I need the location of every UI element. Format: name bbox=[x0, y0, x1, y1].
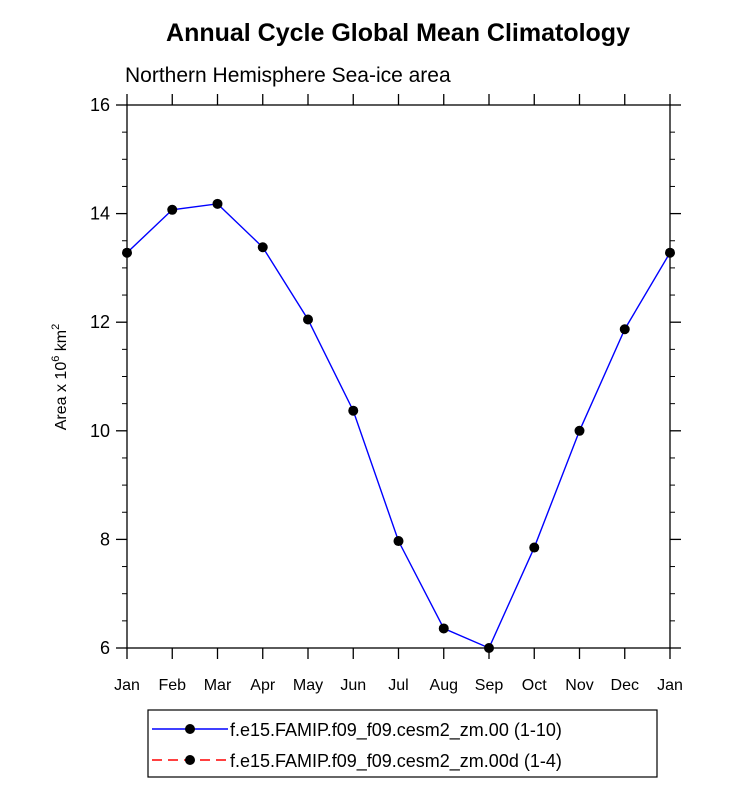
data-point bbox=[348, 405, 359, 416]
axes: 6 8 10 12 14 16 Jan Feb Mar Apr May Jun Jul Aug Sep Oct… bbox=[90, 94, 683, 694]
x-tick-label: Apr bbox=[250, 677, 276, 694]
legend: f.e15.FAMIP.f09_f09.cesm2_zm.00 (1-10) f.… bbox=[147, 709, 658, 778]
chart-title: Annual Cycle Global Mean Climatology bbox=[166, 19, 630, 47]
x-tick-label: Nov bbox=[565, 677, 593, 694]
series-line-0 bbox=[126, 203, 671, 649]
data-point bbox=[438, 623, 449, 634]
legend-entry-label: f.e15.FAMIP.f09_f09.cesm2_zm.00 (1-10) bbox=[230, 720, 562, 741]
x-tick-label: Jun bbox=[340, 677, 366, 694]
y-axis-label-exp2: 2 bbox=[50, 324, 62, 330]
data-point bbox=[257, 242, 268, 253]
y-tick-label: 12 bbox=[90, 312, 110, 332]
data-point bbox=[484, 643, 494, 653]
legend-box bbox=[147, 709, 658, 778]
y-axis-label-unit: km bbox=[53, 330, 70, 356]
y-tick-label: 14 bbox=[90, 204, 110, 224]
x-tick-label: Dec bbox=[611, 677, 639, 694]
legend-swatch-marker bbox=[185, 724, 195, 734]
series-layer bbox=[122, 198, 675, 653]
x-tick-label: Aug bbox=[430, 677, 458, 694]
y-tick-label: 6 bbox=[100, 638, 110, 658]
data-point bbox=[393, 536, 404, 547]
x-tick-label: Sep bbox=[475, 677, 504, 694]
x-tick-label: Jan bbox=[657, 677, 683, 694]
data-point bbox=[122, 247, 132, 258]
x-tick-label: Jan bbox=[114, 677, 140, 694]
y-axis-label-prefix: Area x 10 bbox=[53, 362, 70, 431]
svg-text:Area x 106 km2: Area x 106 km2 bbox=[50, 324, 70, 431]
y-tick-label: 8 bbox=[100, 529, 110, 549]
x-tick-label: Mar bbox=[204, 677, 232, 694]
legend-swatch-marker bbox=[185, 755, 195, 765]
y-axis-label-exp1: 6 bbox=[50, 356, 62, 362]
y-tick-label: 16 bbox=[90, 95, 110, 115]
data-point bbox=[619, 324, 630, 335]
data-point bbox=[303, 314, 313, 325]
data-point bbox=[529, 542, 540, 553]
data-point bbox=[665, 247, 675, 258]
x-tick-label: May bbox=[293, 677, 323, 694]
x-tick-label: Oct bbox=[522, 677, 547, 694]
data-point bbox=[167, 204, 178, 215]
legend-entry-label: f.e15.FAMIP.f09_f09.cesm2_zm.00d (1-4) bbox=[230, 751, 562, 772]
y-axis-label: Area x 106 km2 bbox=[50, 324, 70, 431]
plot-frame bbox=[126, 104, 671, 649]
chart-subtitle: Northern Hemisphere Sea-ice area bbox=[125, 64, 451, 87]
x-tick-label: Jul bbox=[388, 677, 408, 694]
data-point bbox=[212, 198, 223, 209]
x-tick-label: Feb bbox=[158, 677, 186, 694]
y-tick-label: 10 bbox=[90, 421, 110, 441]
data-point bbox=[574, 425, 585, 436]
